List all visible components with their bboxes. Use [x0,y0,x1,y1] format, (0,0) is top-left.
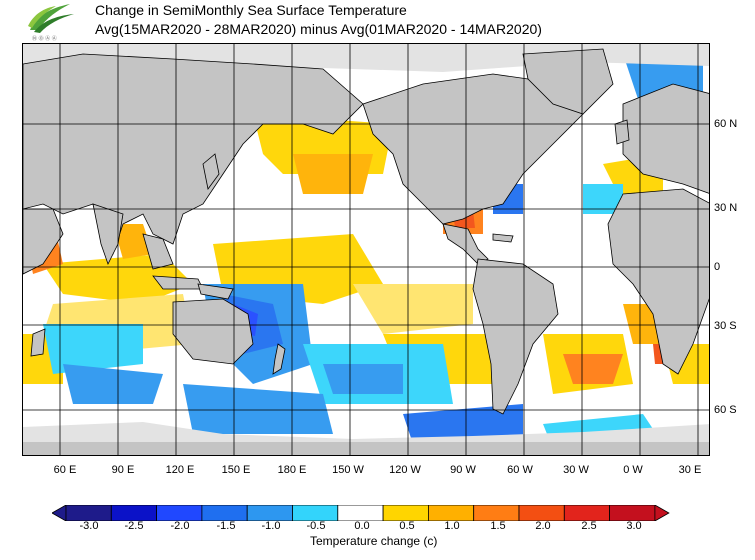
colorbar-tick: 2.5 [581,520,597,532]
colorbar-tick: 2.0 [535,520,551,532]
colorbar-cell [110,505,157,521]
page-subtitle: Avg(15MAR2020 - 28MAR2020) minus Avg(01M… [95,21,542,37]
lat-label-60s: 60 S [714,404,737,416]
svg-text:Ⓝ Ⓞ Ⓐ Ⓐ: Ⓝ Ⓞ Ⓐ Ⓐ [32,35,57,42]
lat-label-60n: 60 N [714,118,738,130]
lon-label-30w: 30 W [563,464,589,476]
lon-label-120e: 120 E [165,464,195,476]
lon-label-150w: 150 W [332,464,364,476]
colorbar-tick: -1.0 [261,520,281,532]
colorbar-tick: 3.0 [626,520,642,532]
colorbar-arrow-right [654,505,670,521]
lat-label-equator: 0 [714,261,721,273]
map-canvas [23,44,709,455]
lat-label-30s: 30 S [714,320,737,332]
colorbar-tick: 1.5 [490,520,506,532]
colorbar-tick: -1.5 [216,520,236,532]
lon-label-60e: 60 E [53,464,77,476]
sst-change-map [22,43,710,456]
colorbar-cell [382,505,429,521]
colorbar-tick: 1.0 [444,520,460,532]
colorbar-cell [609,505,656,521]
colorbar-cell [246,505,293,521]
colorbar-cell [337,505,384,521]
colorbar-tick: -3.0 [79,520,99,532]
colorbar-cell [563,505,610,521]
colorbar-cell [518,505,565,521]
colorbar-tick: 0.5 [399,520,415,532]
lon-label-150e: 150 E [221,464,251,476]
colorbar-cell [292,505,339,521]
colorbar [52,505,670,521]
colorbar-cell [201,505,248,521]
lon-label-0w: 0 W [623,464,643,476]
colorbar-cell [473,505,520,521]
lon-label-120w: 120 W [389,464,421,476]
lon-label-60w: 60 W [507,464,533,476]
page-title: Change in SemiMonthly Sea Surface Temper… [95,2,407,18]
colorbar-title: Temperature change (c) [310,534,438,548]
colorbar-tick: -2.0 [170,520,190,532]
lon-label-90e: 90 E [111,464,135,476]
graticule [23,44,709,455]
colorbar-tick: 0.0 [354,520,370,532]
lon-label-90w: 90 W [450,464,476,476]
colorbar-tick: -0.5 [306,520,326,532]
lon-label-30e: 30 E [678,464,702,476]
lat-label-30n: 30 N [714,202,738,214]
colorbar-cell [65,505,112,521]
antarctica-land [23,442,709,455]
colorbar-tick: -2.5 [124,520,144,532]
colorbar-cell [156,505,203,521]
colorbar-cell [427,505,475,521]
colorbar-arrow-left [52,505,67,521]
land-masses [23,48,709,415]
noaa-logo-icon: Ⓝ Ⓞ Ⓐ Ⓐ [28,4,74,42]
lon-label-180e: 180 E [277,464,307,476]
